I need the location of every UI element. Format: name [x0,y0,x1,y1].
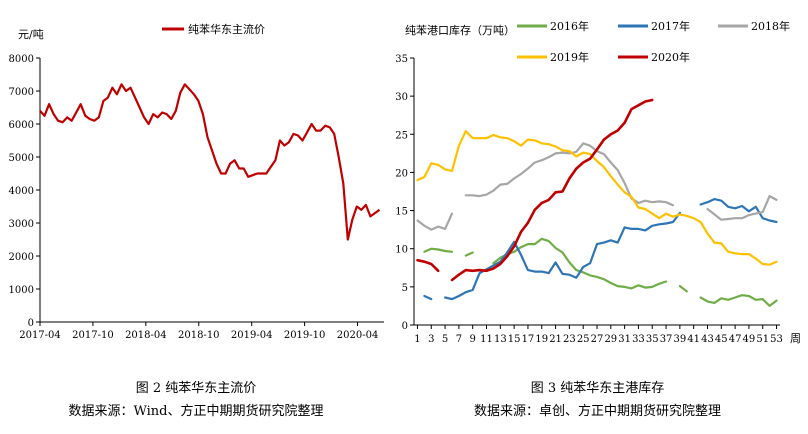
inventory-series-2016年-line [678,285,688,293]
price-x-tick-label: 2018-04 [125,330,167,341]
figure2-caption: 图 2 纯苯华东主流价 [135,381,257,396]
inventory-x-tick-label: 13 [494,334,507,345]
inventory-y-tick-label: 30 [395,92,408,103]
inventory-x-tick-label: 43 [701,334,714,345]
inventory-series-2016年-line [699,294,778,307]
inventory-x-tick-label: 27 [591,334,604,345]
price-y-tick-label: 4000 [9,186,34,197]
inventory-series-2017年-line [444,211,681,301]
price-chart: 0 1000 2000 3000 4000 5000 6000 7000 8000 2017-0… [9,22,384,341]
price-x-tick-label: 2019-04 [231,330,273,341]
inventory-x-tick-label: 47 [729,334,742,345]
inventory-y-tick-label: 35 [395,54,408,65]
inventory-series-2016年-line [464,251,474,257]
price-x-tick-label: 2019-10 [284,330,326,341]
inventory-x-tick-label: 11 [480,334,493,345]
inventory-x-tick-label: 15 [508,334,521,345]
inventory-x-tick-label: 53 [770,334,783,345]
inventory-series-2018年-line [706,195,778,221]
inventory-series-2018年-line [416,212,454,231]
price-ylabel: 元/吨 [18,28,44,41]
inventory-xlabel: 周 [790,332,801,345]
inventory-series-2020年-line [450,98,654,282]
inventory-legend-label: 2016年 [550,19,589,33]
price-y-tick-label: 0 [28,318,34,329]
inventory-series-2020年-line [416,258,440,273]
figure3-caption: 图 3 纯苯华东主港库存 [530,381,665,396]
inventory-y-tick-label: 0 [402,321,408,332]
price-series-line [39,83,381,241]
price-y-tick-label: 7000 [9,87,34,98]
price-y-tick-label: 2000 [9,252,34,263]
inventory-x-tick-label: 41 [687,334,700,345]
figure3-source: 数据来源：卓创、方正中期期货研究院整理 [473,404,721,419]
inventory-x-tick-label: 45 [715,334,728,345]
inventory-x-tick-label: 51 [756,334,769,345]
inventory-x-tick-label: 19 [535,334,548,345]
figure2-source: 数据来源：Wind、方正中期期货研究院整理 [68,404,324,419]
inventory-y-tick-label: 5 [402,283,408,294]
price-legend-label: 纯苯华东主流价 [188,22,265,36]
inventory-y-tick-label: 10 [395,245,408,256]
inventory-title: 纯苯港口库存（万吨） [405,23,515,37]
inventory-x-tick-label: 1 [414,334,420,345]
price-x-tick-label: 2018-10 [178,330,220,341]
inventory-x-tick-label: 29 [604,334,617,345]
inventory-x-tick-label: 35 [646,334,659,345]
price-y-tick-label: 6000 [9,120,34,131]
inventory-x-tick-label: 21 [549,334,562,345]
inventory-legend-label: 2018年 [751,19,790,33]
price-y-tick-label: 1000 [9,285,34,296]
inventory-x-tick-label: 5 [442,334,448,345]
inventory-x-tick-label: 3 [428,334,434,345]
price-x-tick-label: 2017-04 [19,330,61,341]
inventory-x-tick-label: 39 [674,334,687,345]
inventory-series-2017年-line [423,294,433,301]
inventory-x-tick-label: 17 [522,334,535,345]
inventory-x-tick-label: 23 [563,334,576,345]
price-y-tick-label: 5000 [9,153,34,164]
inventory-series-2019年-line [416,130,778,266]
inventory-x-tick-label: 37 [660,334,673,345]
price-x-tick-label: 2017-10 [72,330,114,341]
inventory-series-2016年-line [423,247,454,253]
inventory-legend-label: 2019年 [550,50,589,64]
inventory-series-2018年-line [464,142,675,207]
inventory-x-tick-label: 33 [632,334,645,345]
inventory-x-tick-label: 7 [456,334,462,345]
inventory-y-tick-label: 15 [395,207,408,218]
inventory-y-tick-label: 20 [395,168,408,179]
inventory-series-2017年-line [699,198,778,224]
inventory-x-tick-label: 49 [743,334,756,345]
inventory-x-tick-label: 31 [618,334,631,345]
inventory-series-2016年-line [492,237,668,290]
inventory-legend-label: 2020年 [651,50,690,64]
price-x-tick-label: 2020-04 [337,330,379,341]
inventory-legend-label: 2017年 [651,19,690,33]
price-y-tick-label: 8000 [9,54,34,65]
inventory-x-tick-label: 25 [577,334,590,345]
inventory-x-tick-label: 9 [470,334,476,345]
price-y-tick-label: 3000 [9,219,34,230]
inventory-y-tick-label: 25 [395,130,408,141]
